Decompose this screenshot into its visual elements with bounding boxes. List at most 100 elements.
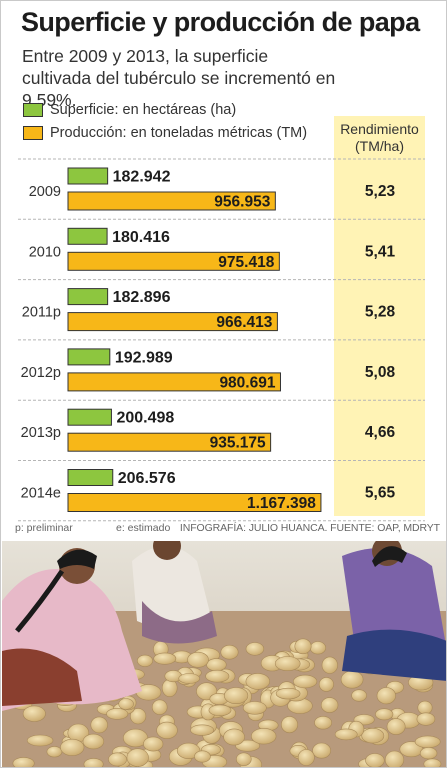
potato: [156, 721, 178, 739]
data-label-superficie: 182.942: [113, 169, 171, 186]
potato: [143, 736, 164, 752]
rendimiento-value: 5,41: [365, 243, 396, 260]
data-label-superficie: 182.896: [113, 289, 171, 306]
rendimiento-value: 4,66: [365, 424, 396, 441]
data-label-superficie: 180.416: [112, 229, 170, 246]
bar-produccion: [67, 312, 278, 332]
potato: [320, 697, 339, 713]
potato: [194, 750, 211, 763]
potato: [318, 677, 334, 692]
bar-produccion: [67, 191, 276, 211]
potato: [245, 673, 271, 690]
credit-line: INFOGRAFÍA: JULIO HUANCA. FUENTE: OAP, M…: [179, 522, 440, 534]
bar-produccion: [67, 251, 280, 271]
legend-swatch-produccion: [23, 126, 43, 140]
potato: [236, 752, 252, 766]
potato: [351, 689, 367, 702]
potato: [417, 700, 433, 715]
category-label: 2013p: [21, 425, 61, 441]
legend-item-produccion: Producción: en toneladas métricas (TM): [23, 123, 307, 143]
data-label-produccion: 935.175: [210, 435, 266, 452]
potato: [126, 748, 149, 767]
bar-superficie: [67, 227, 108, 245]
data-label-superficie: 200.498: [116, 410, 174, 427]
potato: [46, 746, 63, 758]
bar-superficie: [67, 408, 112, 426]
bar-superficie: [67, 348, 111, 366]
chart-subtitle: Entre 2009 y 2013, la superficie cultiva…: [22, 46, 336, 110]
bar-produccion: [67, 432, 272, 452]
potato: [416, 712, 436, 726]
note-estimado: e: estimado: [116, 522, 171, 534]
potato: [275, 687, 301, 700]
potato-pile: [12, 637, 443, 767]
potato: [365, 753, 385, 767]
rendimiento-header: Rendimiento (TM/ha): [334, 121, 425, 155]
category-label: 2011p: [22, 305, 61, 321]
legend-swatch-superficie: [23, 103, 43, 117]
potato: [106, 708, 129, 720]
potato: [22, 705, 46, 722]
rendimiento-value: 5,28: [365, 304, 396, 321]
potato: [361, 728, 385, 744]
rendimiento-value: 5,65: [365, 485, 396, 502]
potato: [386, 718, 406, 735]
potato: [187, 651, 209, 668]
data-label-produccion: 1.167.398: [247, 495, 316, 512]
bar-superficie: [67, 469, 114, 486]
category-label: 2012p: [21, 365, 61, 381]
potato: [340, 670, 364, 689]
potato: [293, 674, 318, 689]
potato: [205, 669, 230, 683]
potato: [242, 701, 267, 715]
category-label: 2010: [29, 244, 61, 260]
potato: [153, 652, 177, 665]
bar-chart: 2009 182.942 956.953 5,23 2010 180.416 975.418…: [18, 158, 425, 522]
potato: [334, 728, 358, 741]
potato: [206, 658, 227, 672]
potato: [12, 757, 35, 767]
potato: [137, 654, 154, 667]
potato: [26, 734, 54, 747]
potato: [384, 750, 405, 767]
potato: [419, 747, 438, 760]
rendimiento-header-unit: (TM/ha): [355, 138, 404, 154]
category-label: 2009: [29, 184, 61, 200]
potato: [108, 752, 127, 767]
potato: [178, 673, 200, 684]
potato: [280, 716, 298, 734]
potato: [90, 716, 108, 734]
potato: [309, 641, 327, 655]
potato: [314, 716, 333, 730]
potato: [297, 749, 315, 766]
bar-superficie: [67, 288, 109, 306]
potato: [82, 733, 105, 750]
bar-produccion: [67, 372, 281, 392]
potato: [60, 738, 85, 756]
note-preliminar: p: preliminar: [15, 522, 73, 534]
potato: [83, 758, 104, 767]
potato: [376, 687, 396, 705]
data-label-produccion: 966.413: [216, 314, 272, 331]
potato: [274, 656, 301, 671]
rendimiento-header-title: Rendimiento: [340, 121, 419, 137]
potato: [245, 642, 265, 656]
potato: [423, 758, 442, 767]
data-label-produccion: 975.418: [218, 254, 274, 271]
potato: [224, 687, 249, 705]
potato-harvest-photo: [2, 541, 446, 767]
rendimiento-value: 5,23: [365, 183, 396, 200]
potato: [375, 708, 394, 721]
legend-label-produccion: Producción: en toneladas métricas (TM): [50, 125, 308, 141]
legend-item-superficie: Superficie: en hectáreas (ha): [23, 100, 236, 120]
category-label: 2014e: [21, 486, 61, 502]
data-label-superficie: 192.989: [115, 349, 173, 366]
bar-produccion: [67, 493, 322, 512]
potato: [190, 724, 215, 736]
legend-label-superficie: Superficie: en hectáreas (ha): [50, 102, 237, 118]
potato: [220, 644, 239, 660]
potato: [223, 728, 245, 746]
potato: [208, 704, 232, 717]
chart-title: Superficie y producción de papa: [21, 7, 420, 37]
